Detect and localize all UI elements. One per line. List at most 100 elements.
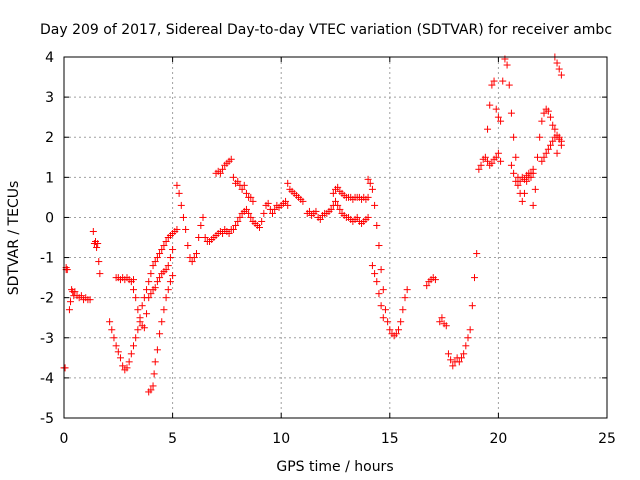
- data-point: [164, 262, 172, 270]
- data-point: [510, 169, 518, 177]
- data-point: [516, 177, 524, 185]
- data-point: [471, 274, 479, 282]
- data-point: [377, 266, 385, 274]
- data-point: [371, 201, 379, 209]
- data-point: [199, 213, 207, 221]
- data-point: [173, 181, 181, 189]
- data-point: [153, 278, 161, 286]
- data-point: [147, 386, 155, 394]
- data-point: [149, 382, 157, 390]
- y-tick-label: 1: [45, 170, 54, 186]
- data-point: [497, 117, 505, 125]
- data-point: [466, 326, 474, 334]
- data-point: [149, 262, 157, 270]
- data-point: [271, 205, 279, 213]
- data-point: [236, 213, 244, 221]
- data-point: [488, 159, 496, 167]
- data-point: [536, 133, 544, 141]
- data-point: [162, 238, 170, 246]
- data-point: [299, 197, 307, 205]
- data-point: [138, 302, 146, 310]
- data-point: [192, 250, 200, 258]
- data-point: [492, 105, 500, 113]
- data-point: [379, 314, 387, 322]
- data-point: [119, 362, 127, 370]
- data-point: [134, 326, 142, 334]
- data-point: [531, 185, 539, 193]
- data-point: [457, 354, 465, 362]
- data-point: [542, 149, 550, 157]
- data-point: [112, 342, 120, 350]
- data-point: [553, 59, 561, 67]
- data-point: [484, 125, 492, 133]
- data-point: [353, 213, 361, 221]
- data-point: [96, 270, 104, 278]
- data-point: [247, 213, 255, 221]
- data-point: [484, 157, 492, 165]
- data-point: [67, 298, 75, 306]
- data-point: [555, 133, 563, 141]
- data-point: [399, 306, 407, 314]
- data-point: [245, 209, 253, 217]
- data-point: [110, 334, 118, 342]
- data-point: [156, 250, 164, 258]
- data-point: [332, 197, 339, 205]
- data-point: [201, 234, 209, 241]
- data-point: [436, 318, 444, 326]
- data-point: [544, 145, 552, 153]
- data-point: [364, 175, 372, 183]
- data-point: [455, 358, 463, 366]
- data-point: [238, 185, 246, 193]
- data-point: [151, 284, 159, 292]
- data-point: [127, 350, 135, 358]
- data-point: [334, 201, 342, 209]
- data-point: [553, 149, 561, 157]
- data-point: [464, 334, 472, 342]
- data-point: [514, 181, 522, 189]
- data-point: [94, 240, 102, 248]
- data-point: [234, 217, 242, 225]
- data-point: [166, 254, 174, 262]
- data-point: [386, 326, 394, 334]
- data-point: [147, 270, 155, 278]
- grid-lines: [64, 57, 607, 418]
- data-point: [114, 348, 122, 356]
- data-point: [538, 117, 546, 125]
- data-point: [431, 276, 439, 284]
- data-point: [229, 173, 237, 181]
- data-point: [153, 254, 161, 262]
- data-point: [499, 77, 507, 85]
- data-point: [116, 354, 124, 362]
- y-tick-label: -4: [40, 371, 54, 387]
- data-point: [364, 213, 372, 221]
- data-point: [77, 292, 85, 300]
- data-point: [130, 342, 138, 350]
- data-point: [312, 207, 320, 215]
- data-point: [284, 201, 292, 209]
- data-point: [507, 109, 515, 117]
- data-point: [130, 276, 138, 284]
- data-point: [364, 193, 372, 201]
- data-point: [242, 189, 250, 197]
- y-tick-labels: -5 -4 -3 -2 -1 0 1 2 3 4: [40, 50, 54, 427]
- data-point: [269, 209, 277, 217]
- x-tick-label: 10: [272, 431, 290, 447]
- data-point: [162, 294, 170, 302]
- x-tick-label: 20: [489, 431, 507, 447]
- y-tick-label: -3: [40, 331, 54, 347]
- data-point: [520, 175, 528, 183]
- data-point: [158, 318, 166, 326]
- data-point: [366, 179, 374, 187]
- data-point: [143, 286, 151, 294]
- y-tick-label: -1: [40, 251, 54, 267]
- data-point: [282, 197, 290, 205]
- data-point: [219, 165, 227, 173]
- data-point: [533, 153, 541, 161]
- data-point: [529, 169, 537, 177]
- data-point: [260, 209, 268, 217]
- data-point: [538, 157, 546, 165]
- data-point: [136, 318, 144, 326]
- data-points: [60, 53, 565, 396]
- data-point: [284, 179, 292, 187]
